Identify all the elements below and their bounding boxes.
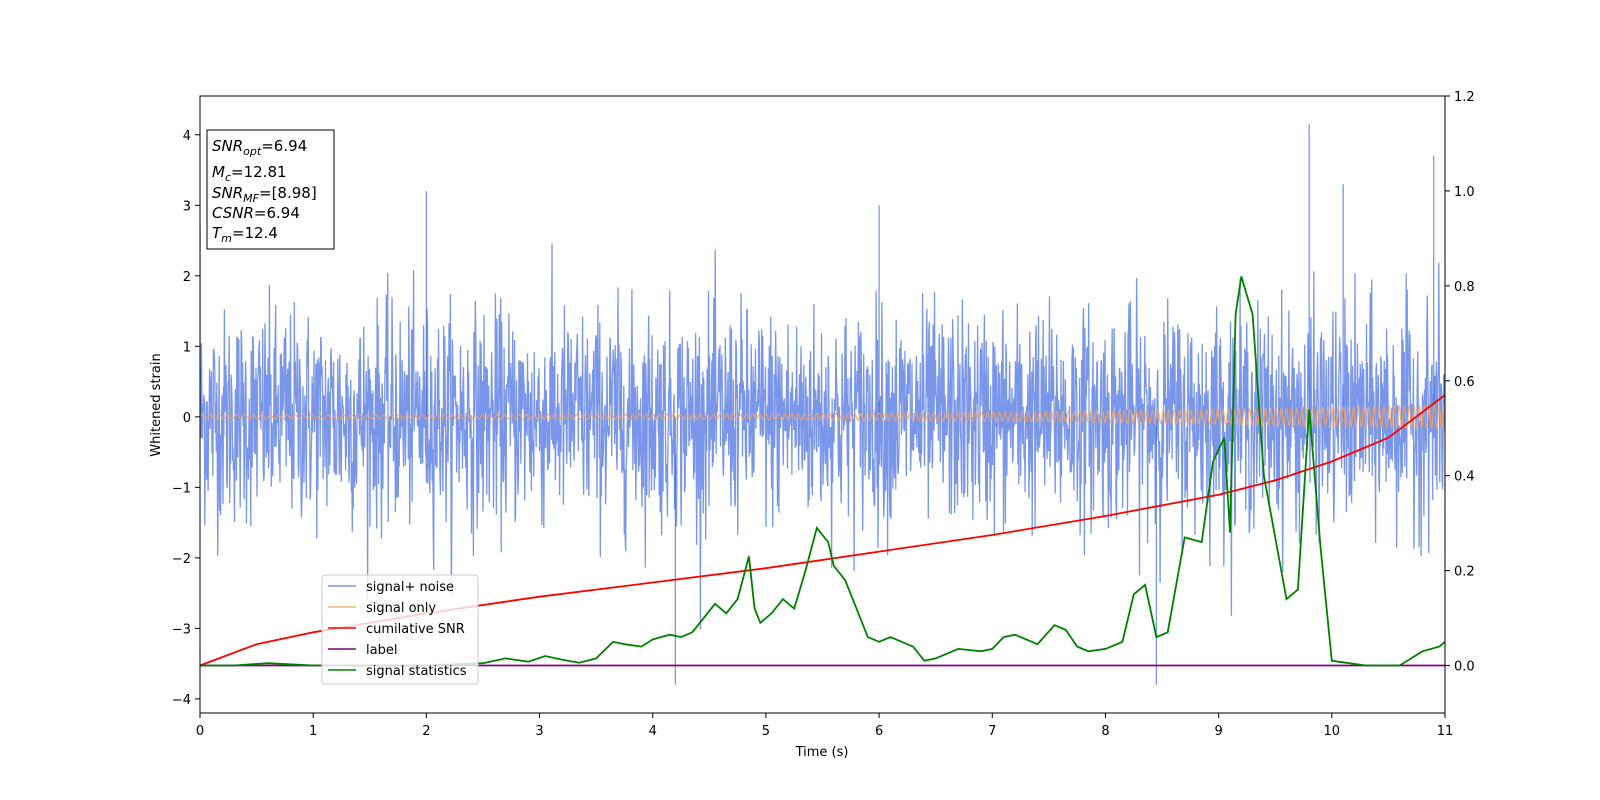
x-tick-label: 11 <box>1437 724 1454 739</box>
x-tick-label: 9 <box>1214 724 1222 739</box>
series-signal-statistics <box>200 276 1445 667</box>
x-tick-label: 0 <box>196 724 204 739</box>
stats-annotation-box: SNRopt=6.94 Mc=12.81 SNRMF=[8.98] CSNR=6… <box>206 129 335 250</box>
legend-label-signal-noise: signal+ noise <box>366 580 454 595</box>
series-signal-noise <box>200 243 1445 630</box>
ticks: 0 1 2 3 4 5 6 7 8 9 10 1143210−1−2−3−41.21.00.80.60… <box>172 90 1475 739</box>
x-tick-label: 6 <box>875 724 883 739</box>
y-axis-label: Whitened strain <box>149 353 164 456</box>
axes-frame <box>199 95 1446 714</box>
y-left-tick-label: −2 <box>172 552 191 567</box>
y-right-tick-label: 1.0 <box>1454 185 1475 200</box>
y-left-tick-label: 4 <box>183 129 191 144</box>
legend-label-cumulative-snr: cumilative SNR <box>366 622 465 637</box>
annotation-mc: Mc=12.81 <box>212 163 287 184</box>
y-right-tick-label: 1.2 <box>1454 90 1475 105</box>
y-right-tick-label: 0.0 <box>1454 660 1475 675</box>
x-axis-label: Time (s) <box>795 745 849 760</box>
legend: signal+ noise signal only cumilative SNR… <box>321 574 479 685</box>
x-tick-label: 8 <box>1101 724 1109 739</box>
x-tick-label: 2 <box>422 724 430 739</box>
series-signal-only <box>200 403 1445 431</box>
legend-label-label: label <box>366 643 397 658</box>
y-left-tick-label: 2 <box>183 270 191 285</box>
y-left-tick-label: −4 <box>172 693 191 708</box>
y-left-tick-label: 0 <box>183 411 191 426</box>
x-tick-label: 4 <box>649 724 657 739</box>
x-tick-label: 3 <box>535 724 543 739</box>
legend-label-signal-statistics: signal statistics <box>366 664 467 679</box>
x-tick-label: 1 <box>309 724 317 739</box>
y-left-tick-label: −1 <box>172 481 191 496</box>
y-right-tick-label: 0.8 <box>1454 280 1475 295</box>
annotation-box-frame <box>206 129 335 250</box>
annotation-snr-mf: SNRMF=[8.98] <box>212 184 317 205</box>
y-left-tick-label: 1 <box>183 340 191 355</box>
legend-label-signal-only: signal only <box>366 601 436 616</box>
annotation-tm: Tm=12.4 <box>212 224 278 245</box>
legend-frame <box>321 574 479 685</box>
y-left-tick-label: −3 <box>172 622 191 637</box>
annotation-csnr: CSNR=6.94 <box>212 204 300 222</box>
x-tick-label: 7 <box>988 724 996 739</box>
x-tick-label: 10 <box>1324 724 1341 739</box>
y-right-tick-label: 0.4 <box>1454 470 1475 485</box>
x-tick-label: 5 <box>762 724 770 739</box>
y-right-tick-label: 0.6 <box>1454 375 1475 390</box>
y-right-tick-label: 0.2 <box>1454 565 1475 580</box>
annotation-snr-opt: SNRopt=6.94 <box>212 137 307 158</box>
y-left-tick-label: 3 <box>183 199 191 214</box>
